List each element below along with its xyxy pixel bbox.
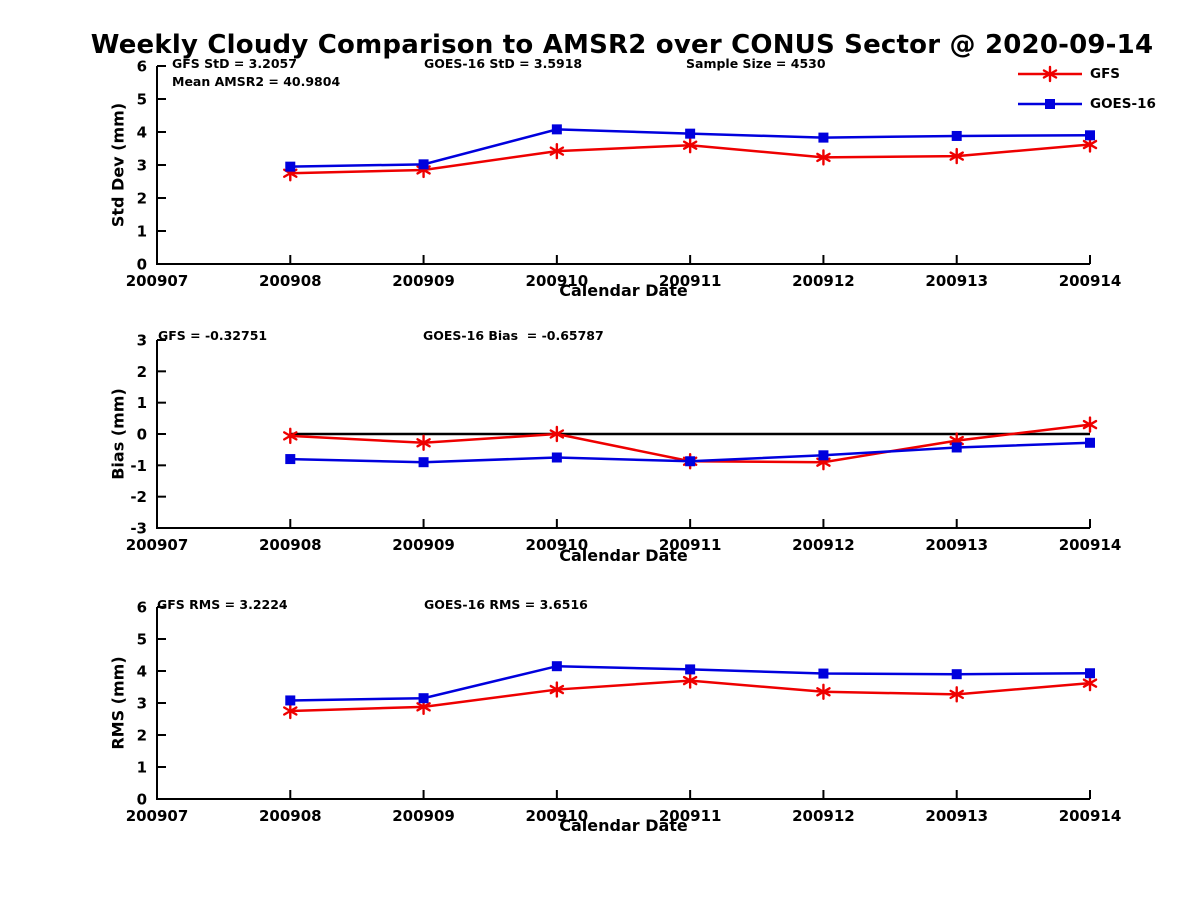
svg-text:200913: 200913	[925, 272, 988, 290]
svg-text:-2: -2	[130, 488, 147, 506]
svg-text:200908: 200908	[259, 536, 322, 554]
svg-text:200910: 200910	[526, 272, 589, 290]
svg-text:200909: 200909	[392, 536, 455, 554]
x-axis-label-2: Calendar Date	[559, 546, 688, 565]
svg-text:200913: 200913	[925, 807, 988, 825]
svg-text:200911: 200911	[659, 536, 722, 554]
svg-text:0: 0	[137, 426, 147, 444]
svg-text:200907: 200907	[126, 536, 189, 554]
x-axis-label-1: Calendar Date	[559, 281, 688, 300]
annotation-sample-size: Sample Size = 4530	[686, 56, 826, 71]
svg-text:200914: 200914	[1059, 807, 1122, 825]
svg-text:0: 0	[137, 256, 147, 274]
svg-text:200910: 200910	[526, 807, 589, 825]
svg-text:200912: 200912	[792, 807, 855, 825]
svg-text:-3: -3	[130, 520, 147, 538]
svg-text:5: 5	[137, 91, 147, 109]
svg-text:6: 6	[137, 599, 147, 617]
legend-label-goes16: GOES-16	[1090, 96, 1156, 112]
annotation-goes16-rms: GOES-16 RMS = 3.6516	[424, 597, 588, 612]
svg-text:1: 1	[137, 223, 147, 241]
svg-text:2: 2	[137, 363, 147, 381]
svg-text:200907: 200907	[126, 807, 189, 825]
svg-text:200909: 200909	[392, 272, 455, 290]
svg-text:200914: 200914	[1059, 272, 1122, 290]
svg-text:4: 4	[137, 663, 147, 681]
svg-text:200908: 200908	[259, 272, 322, 290]
svg-text:1: 1	[137, 759, 147, 777]
svg-text:-1: -1	[130, 457, 147, 475]
svg-text:6: 6	[137, 58, 147, 76]
y-axis-label-rms: RMS (mm)	[108, 656, 128, 750]
annotation-goes16-bias: GOES-16 Bias = -0.65787	[423, 328, 604, 343]
svg-text:200911: 200911	[659, 807, 722, 825]
svg-text:4: 4	[137, 124, 147, 142]
y-axis-label-bias: Bias (mm)	[108, 388, 128, 480]
svg-text:5: 5	[137, 631, 147, 649]
chart-title: Weekly Cloudy Comparison to AMSR2 over C…	[90, 30, 1154, 60]
svg-text:200907: 200907	[126, 272, 189, 290]
annotation-goes16-std: GOES-16 StD = 3.5918	[424, 56, 583, 71]
annotation-gfs-rms: GFS RMS = 3.2224	[157, 597, 288, 612]
svg-text:200912: 200912	[792, 272, 855, 290]
x-axis-label-3: Calendar Date	[559, 816, 688, 835]
svg-text:3: 3	[137, 157, 147, 175]
svg-text:200909: 200909	[392, 807, 455, 825]
svg-text:200914: 200914	[1059, 536, 1122, 554]
svg-text:1: 1	[137, 394, 147, 412]
y-axis-label-stddev: Std Dev (mm)	[108, 102, 128, 228]
svg-text:2: 2	[137, 727, 147, 745]
svg-text:200913: 200913	[925, 536, 988, 554]
legend-label-gfs: GFS	[1090, 66, 1121, 82]
svg-text:2: 2	[137, 190, 147, 208]
svg-text:200910: 200910	[526, 536, 589, 554]
svg-text:3: 3	[137, 332, 147, 350]
svg-text:200911: 200911	[659, 272, 722, 290]
svg-text:200908: 200908	[259, 807, 322, 825]
svg-text:0: 0	[137, 791, 147, 809]
annotation-gfs-bias: GFS = -0.32751	[158, 328, 268, 343]
svg-text:200912: 200912	[792, 536, 855, 554]
svg-text:3: 3	[137, 695, 147, 713]
annotation-gfs-std: GFS StD = 3.2057	[172, 56, 297, 71]
annotation-mean-amsr2: Mean AMSR2 = 40.9804	[172, 74, 341, 89]
